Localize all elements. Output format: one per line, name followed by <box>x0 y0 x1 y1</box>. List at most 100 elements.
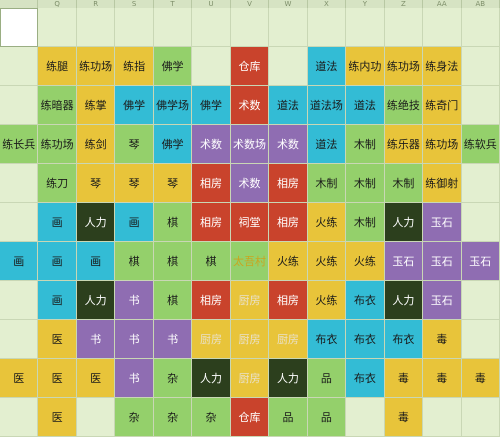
grid-cell[interactable]: 练奇门 <box>423 86 462 125</box>
grid-cell[interactable]: 画 <box>115 203 154 242</box>
grid-cell[interactable] <box>0 281 39 320</box>
grid-cell[interactable] <box>230 8 270 47</box>
grid-cell[interactable]: 练内功 <box>346 47 385 86</box>
grid-cell[interactable]: 相房 <box>192 281 231 320</box>
grid-cell[interactable]: 相房 <box>269 281 308 320</box>
grid-cell[interactable]: 练功场 <box>38 125 77 164</box>
column-header[interactable]: S <box>115 0 154 8</box>
grid-cell[interactable]: 棋 <box>115 242 154 281</box>
grid-cell[interactable]: 书 <box>153 320 193 359</box>
grid-cell[interactable]: 布衣 <box>307 320 347 359</box>
grid-cell[interactable]: 木制 <box>307 164 347 203</box>
grid-cell[interactable]: 术数场 <box>230 125 270 164</box>
grid-cell[interactable]: 太吾村 <box>230 242 270 281</box>
grid-cell[interactable]: 玉石 <box>423 203 462 242</box>
grid-cell[interactable]: 毒 <box>423 320 462 359</box>
grid-cell[interactable]: 医 <box>0 359 39 398</box>
grid-cell[interactable]: 道法 <box>307 125 347 164</box>
grid-cell[interactable] <box>0 203 39 242</box>
grid-cell[interactable]: 画 <box>38 281 77 320</box>
grid-cell[interactable]: 练绝技 <box>384 86 424 125</box>
grid-cell[interactable] <box>461 164 500 203</box>
grid-cell[interactable] <box>269 47 308 86</box>
grid-cell[interactable] <box>0 164 39 203</box>
grid-cell[interactable]: 练功场 <box>423 125 462 164</box>
grid-cell[interactable]: 佛学 <box>115 86 154 125</box>
grid-cell[interactable]: 祠堂 <box>230 203 270 242</box>
grid-cell[interactable]: 练掌 <box>76 86 116 125</box>
grid-cell[interactable]: 棋 <box>153 242 193 281</box>
grid-cell[interactable]: 练长兵 <box>0 125 39 164</box>
column-header[interactable]: W <box>269 0 308 8</box>
grid-cell[interactable]: 道法场 <box>307 86 347 125</box>
grid-cell[interactable] <box>461 8 500 47</box>
grid-cell[interactable] <box>192 47 231 86</box>
grid-cell[interactable] <box>461 320 500 359</box>
grid-cell[interactable]: 医 <box>76 359 116 398</box>
grid-cell[interactable]: 火练 <box>346 242 385 281</box>
grid-cell[interactable]: 医 <box>38 320 77 359</box>
column-header[interactable]: AA <box>423 0 462 8</box>
grid-cell[interactable]: 毒 <box>384 398 424 437</box>
grid-cell[interactable]: 练剑 <box>76 125 116 164</box>
grid-cell[interactable]: 练软兵 <box>461 125 500 164</box>
grid-cell[interactable]: 相房 <box>269 164 308 203</box>
grid-cell[interactable]: 人力 <box>192 359 231 398</box>
grid-cell[interactable] <box>307 8 347 47</box>
grid-cell[interactable]: 书 <box>115 281 154 320</box>
grid-cell[interactable] <box>461 86 500 125</box>
grid-cell[interactable] <box>461 398 500 437</box>
grid-cell[interactable]: 毒 <box>423 359 462 398</box>
grid-cell[interactable]: 玉石 <box>423 281 462 320</box>
grid-cell[interactable]: 厨房 <box>269 320 308 359</box>
column-header[interactable]: Z <box>384 0 424 8</box>
grid-cell[interactable]: 术数 <box>230 164 270 203</box>
grid-cell[interactable]: 练暗器 <box>38 86 77 125</box>
grid-cell[interactable]: 厨房 <box>230 320 270 359</box>
grid-cell[interactable]: 书 <box>115 320 154 359</box>
grid-cell[interactable]: 木制 <box>384 164 424 203</box>
grid-cell[interactable]: 仓库 <box>230 47 270 86</box>
grid-cell[interactable] <box>384 8 424 47</box>
grid-cell[interactable]: 木制 <box>346 203 385 242</box>
column-header[interactable]: Q <box>38 0 77 8</box>
grid-cell[interactable]: 火练 <box>269 242 308 281</box>
column-header[interactable]: T <box>153 0 193 8</box>
grid-cell[interactable]: 玉石 <box>384 242 424 281</box>
grid-cell[interactable]: 品 <box>307 359 347 398</box>
column-header[interactable]: AB <box>461 0 500 8</box>
grid-cell[interactable]: 厨房 <box>230 281 270 320</box>
grid-cell[interactable]: 琴 <box>115 125 154 164</box>
grid-cell[interactable]: 毒 <box>384 359 424 398</box>
grid-cell[interactable]: 画 <box>0 242 39 281</box>
grid-cell[interactable]: 玉石 <box>423 242 462 281</box>
grid-cell[interactable]: 练功场 <box>76 47 116 86</box>
grid-cell[interactable]: 杂 <box>153 398 193 437</box>
grid-cell[interactable]: 琴 <box>153 164 193 203</box>
grid-cell[interactable] <box>0 47 39 86</box>
grid-cell[interactable]: 琴 <box>76 164 116 203</box>
column-header[interactable]: V <box>230 0 270 8</box>
grid-cell[interactable] <box>0 8 39 47</box>
grid-cell[interactable]: 人力 <box>76 203 116 242</box>
grid-cell[interactable]: 术数 <box>192 125 231 164</box>
grid-cell[interactable]: 医 <box>38 398 77 437</box>
grid-cell[interactable] <box>346 8 385 47</box>
column-header[interactable]: R <box>76 0 116 8</box>
grid-cell[interactable]: 佛学 <box>192 86 231 125</box>
grid-cell[interactable] <box>115 8 154 47</box>
grid-cell[interactable]: 火练 <box>307 281 347 320</box>
grid-cell[interactable] <box>269 8 308 47</box>
grid-cell[interactable]: 布衣 <box>346 359 385 398</box>
grid-cell[interactable]: 练指 <box>115 47 154 86</box>
grid-cell[interactable] <box>153 8 193 47</box>
grid-cell[interactable]: 布衣 <box>384 320 424 359</box>
column-header[interactable]: U <box>192 0 231 8</box>
grid-cell[interactable]: 木制 <box>346 164 385 203</box>
grid-cell[interactable]: 书 <box>76 320 116 359</box>
grid-cell[interactable]: 医 <box>38 359 77 398</box>
grid-cell[interactable] <box>0 86 39 125</box>
grid-cell[interactable]: 琴 <box>115 164 154 203</box>
grid-cell[interactable]: 杂 <box>115 398 154 437</box>
column-header[interactable]: Y <box>346 0 385 8</box>
